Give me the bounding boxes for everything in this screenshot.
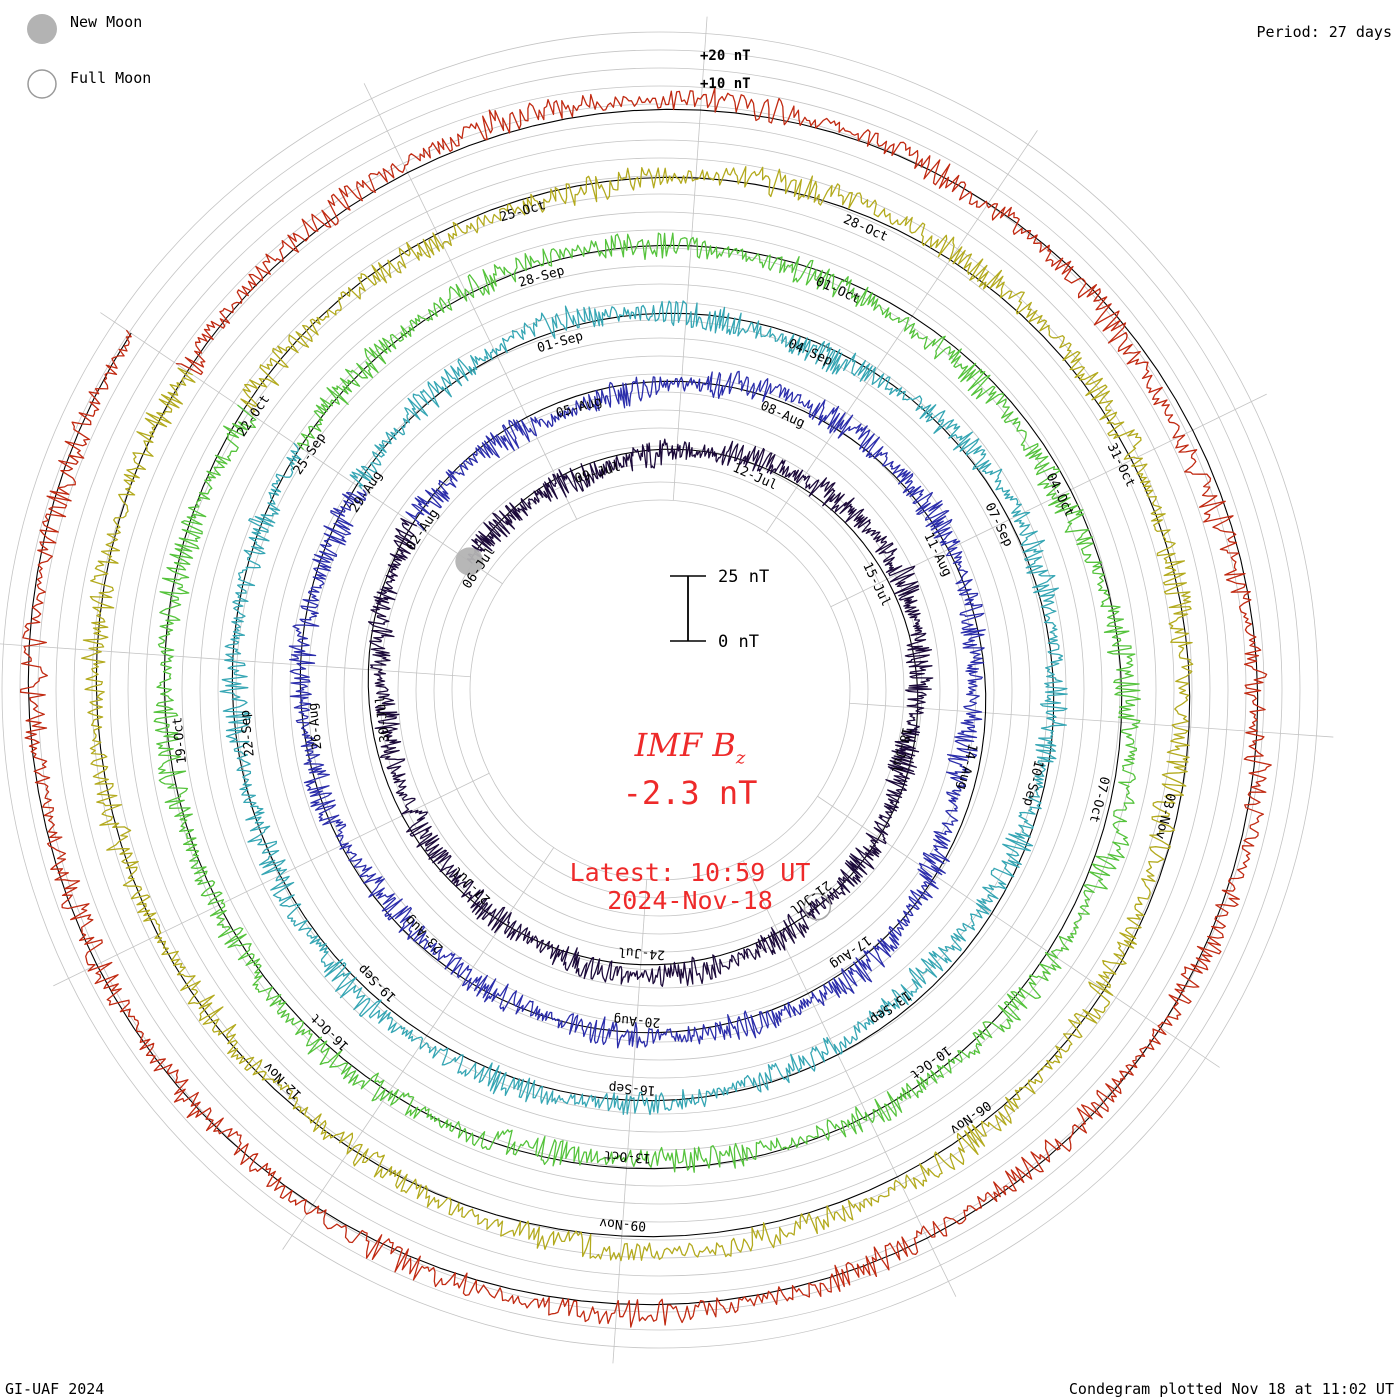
scale-top-label: 25 nT <box>718 567 769 587</box>
latest-date: 2024-Nov-18 <box>607 886 773 915</box>
latest-time: Latest: 10:59 UT <box>569 858 811 887</box>
current-value: -2.3 nT <box>622 774 758 812</box>
ring-scale-label-0: +20 nT <box>700 48 751 64</box>
grid-ring-1 <box>451 481 869 899</box>
new-moon-icon-0 <box>455 547 484 576</box>
grid-ring-25 <box>19 49 1301 1331</box>
full-moon-icon-1 <box>803 892 832 921</box>
zero-reference-rings <box>27 108 1259 1306</box>
grid-spoke-1 <box>363 83 578 520</box>
grid-spoke-8 <box>612 879 648 1364</box>
new-moon-icon <box>27 14 57 44</box>
date-label-42: 09-Nov <box>599 1215 647 1233</box>
grid-ring-21 <box>91 121 1229 1259</box>
grid-ring-9 <box>307 337 1013 1043</box>
date-label-24: 16-Sep <box>608 1079 656 1097</box>
moon-phase-markers <box>455 547 832 921</box>
bz-series-2 <box>219 300 1068 1116</box>
bz-series <box>19 87 1272 1328</box>
grid-ring-20 <box>109 139 1211 1241</box>
parameter-subscript: z <box>735 747 746 769</box>
date-label-8: 30-Jul <box>373 695 393 743</box>
bz-series-5 <box>19 87 1272 1328</box>
date-label-38: 28-Oct <box>841 212 890 245</box>
date-label-6: 24-Jul <box>618 944 666 962</box>
legend-markers <box>27 14 57 99</box>
grid-ring-8 <box>325 355 995 1025</box>
full-moon-icon <box>27 69 57 99</box>
grid-ring-18 <box>145 175 1175 1205</box>
date-label-17: 26-Aug <box>306 702 326 750</box>
scale-bar: 25 nT 0 nT <box>670 567 769 652</box>
bz-series-0 <box>367 438 934 987</box>
credit-label: GI-UAF 2024 <box>5 1380 105 1398</box>
date-label-3: 15-Jul <box>859 560 893 609</box>
ring-scale-label-1: +10 nT <box>700 76 751 92</box>
grid-spoke-9 <box>282 847 555 1250</box>
grid-ring-22 <box>73 103 1247 1277</box>
legend-new-moon-label: New Moon <box>70 13 143 31</box>
grid-ring-15 <box>199 229 1121 1151</box>
period-label: Period: 27 days <box>1256 23 1392 41</box>
bz-series-4 <box>81 166 1194 1262</box>
grid-ring-19 <box>127 157 1193 1223</box>
scale-bottom-label: 0 nT <box>718 632 759 652</box>
date-label-33: 13-Oct <box>603 1147 651 1165</box>
date-label-35: 19-Oct <box>170 716 190 764</box>
bz-series-1 <box>288 370 986 1049</box>
grid-ring-7 <box>343 373 977 1007</box>
grid-spoke-10 <box>53 772 490 987</box>
date-label-23: 13-Sep <box>867 987 914 1027</box>
grid-spoke-7 <box>742 860 957 1297</box>
legend-full-moon-label: Full Moon <box>70 69 152 87</box>
plotted-timestamp: Condegram plotted Nov 18 at 11:02 UT <box>1068 1380 1394 1398</box>
date-label-11: 08-Aug <box>758 398 807 431</box>
date-label-21: 07-Sep <box>981 501 1015 550</box>
grid-ring-14 <box>217 247 1103 1133</box>
bz-series-3 <box>153 232 1142 1173</box>
grid-spoke-3 <box>765 130 1038 533</box>
grid-ring-11 <box>271 301 1049 1079</box>
zero-spiral <box>27 108 1259 1306</box>
date-label-15: 20-Aug <box>613 1011 661 1029</box>
grid-spoke-4 <box>830 393 1267 608</box>
date-label-29: 01-Oct <box>813 274 862 307</box>
parameter-title: IMF Bz <box>0 726 1380 768</box>
grid-ring-6 <box>361 391 959 989</box>
grid-ring-10 <box>289 319 1031 1061</box>
date-label-28: 28-Sep <box>517 263 566 290</box>
grid-ring-26 <box>1 31 1319 1349</box>
grid-ring-13 <box>235 265 1085 1115</box>
grid-ring-24 <box>37 67 1283 1313</box>
grid-ring-23 <box>55 85 1265 1295</box>
grid-ring-0 <box>469 499 851 881</box>
parameter-name: IMF B <box>634 726 736 764</box>
date-label-26: 22-Sep <box>238 709 258 757</box>
grid-ring-2 <box>433 463 887 917</box>
